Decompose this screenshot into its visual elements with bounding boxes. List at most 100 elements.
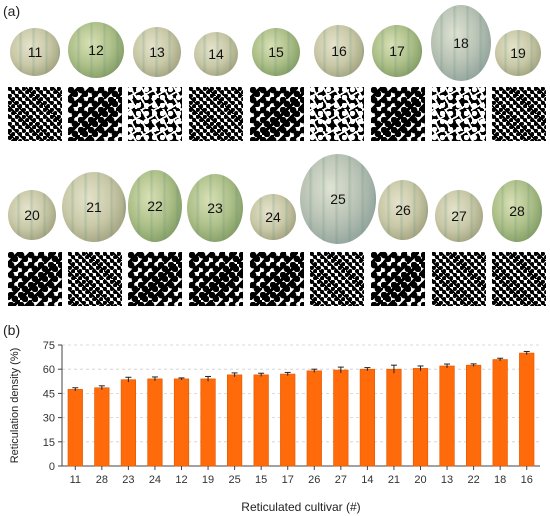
bar-27 [333,369,349,467]
x-tick-label: 13 [441,474,453,486]
bar-18 [492,359,508,467]
texture-pattern-20 [8,252,62,306]
x-tick-label: 11 [70,474,81,486]
texture-pattern-26 [371,252,425,306]
melon-photo-18: 18 [431,5,491,81]
texture-pattern-13 [128,87,182,141]
texture-pattern-19 [492,87,546,141]
melon-number: 15 [268,44,284,60]
bar-22 [466,364,482,467]
melon-photo-12: 12 [68,22,124,78]
bar-21 [386,368,402,467]
x-tick-label: 19 [202,474,214,486]
melon-number: 23 [207,200,223,216]
texture-pattern-18 [432,87,486,141]
x-tick-label: 27 [335,474,347,486]
melon-photo-11: 11 [10,28,60,76]
y-tick-label: 75 [43,340,55,352]
x-tick-label: 28 [96,474,108,486]
texture-pattern-23 [189,252,243,306]
x-tick-label: 23 [122,474,134,486]
bar-28 [94,387,110,467]
melon-photo-14: 14 [194,32,238,76]
texture-pattern-22 [128,252,182,306]
x-tick-label: 16 [521,474,533,486]
x-tick-label: 25 [228,474,240,486]
melon-photo-28: 28 [492,180,542,242]
x-axis-label: Reticulated cultivar (#) [241,500,360,514]
reticulation-density-chart: 0 15 30 45 60 75 11 28 23 24 12 19 25 15 17 26 27 14 21 20 1… [9,340,540,514]
melon-number: 16 [331,43,347,59]
melon-photo-13: 13 [133,27,181,77]
melon-photo-22: 22 [128,170,182,242]
bar-20 [412,368,429,467]
texture-pattern-17 [371,87,425,141]
texture-pattern-27 [432,252,486,306]
x-tick-label: 14 [361,474,373,486]
x-tick-label: 12 [175,474,187,486]
bar-25 [227,374,243,467]
texture-pattern-24 [250,252,304,306]
y-axis-label: Reticulation density (%) [9,348,21,464]
melon-number: 25 [330,191,346,207]
bar-15 [253,374,269,467]
melon-photo-25: 25 [300,154,376,244]
texture-pattern-15 [250,87,304,141]
bar-19 [200,378,216,467]
y-tick-label: 0 [49,461,55,473]
melon-number: 18 [453,35,469,51]
bar-23 [120,379,136,467]
melon-photo-16: 16 [314,25,364,77]
bar-16 [519,352,535,467]
y-tick-label: 30 [43,413,55,425]
melon-number: 12 [88,42,104,58]
texture-pattern-25 [310,252,364,306]
melon-photo-24: 24 [250,194,296,240]
melon-number: 22 [147,198,163,214]
texture-pattern-12 [68,87,122,141]
y-tick-label: 45 [43,388,55,400]
y-tick-label: 60 [43,364,55,376]
x-tick-label: 17 [282,474,294,486]
melon-number: 27 [451,208,467,224]
bar-17 [280,373,296,467]
bar-24 [147,378,163,467]
panel-label-a: (a) [3,3,21,19]
bar-26 [306,370,322,467]
bar-11 [67,389,83,467]
x-tick-label: 20 [414,474,426,486]
texture-pattern-16 [310,87,364,141]
melon-number: 26 [395,202,411,218]
melon-photo-27: 27 [435,190,483,242]
x-tick-label: 18 [494,474,506,486]
x-tick-label: 26 [308,474,320,486]
melon-photo-21: 21 [62,172,126,242]
bar-12 [173,378,190,467]
melon-number: 20 [24,207,40,223]
melon-number: 19 [510,45,526,61]
x-tick-label: 24 [149,474,161,486]
melon-photo-15: 15 [252,28,300,76]
melon-photo-20: 20 [8,190,56,240]
melon-number: 14 [208,46,224,62]
texture-pattern-11 [8,87,62,141]
x-tick-label: 21 [388,474,400,486]
melon-number: 21 [86,199,102,215]
texture-pattern-21 [68,252,122,306]
melon-photo-26: 26 [378,180,428,240]
melon-number: 11 [27,44,43,60]
melon-photo-19: 19 [495,30,541,76]
melon-number: 28 [509,203,525,219]
melon-photo-23: 23 [187,174,243,242]
x-tick-label: 22 [467,474,479,486]
texture-pattern-14 [189,87,243,141]
melon-number: 13 [149,44,165,60]
melon-number: 17 [389,43,405,59]
texture-pattern-28 [492,252,546,306]
x-tick-label: 15 [255,474,267,486]
y-tick-label: 15 [43,437,55,449]
panel-label-b: (b) [3,322,21,338]
melon-photo-17: 17 [372,25,422,77]
bar-14 [359,368,375,467]
melon-number: 24 [265,209,281,225]
